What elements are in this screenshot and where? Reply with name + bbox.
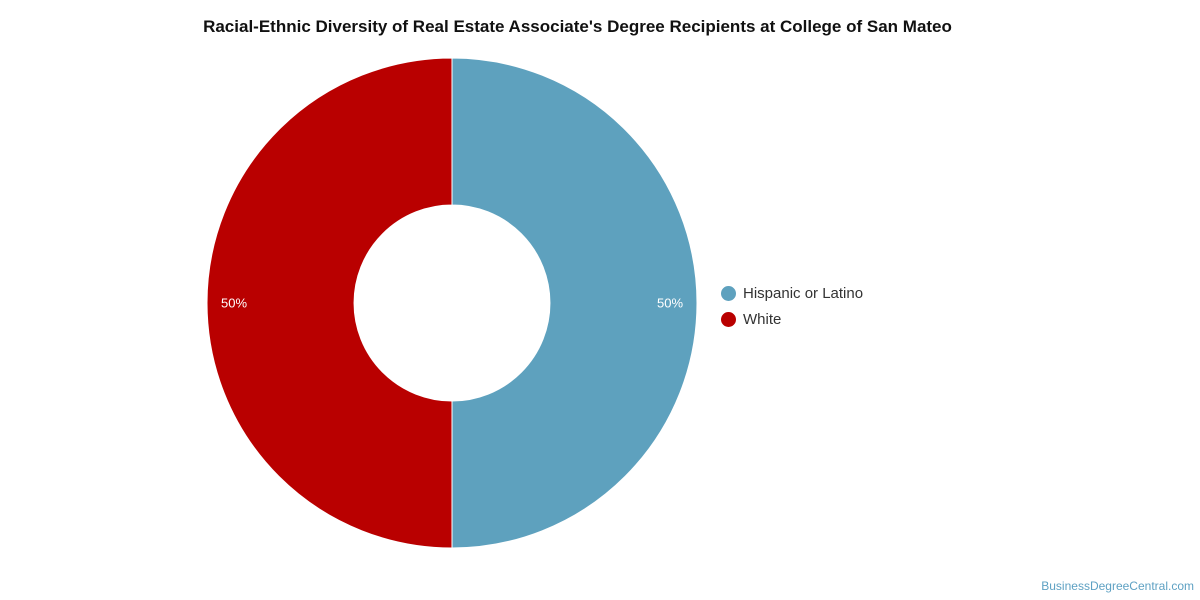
legend-item-hispanic-or-latino[interactable]: Hispanic or Latino: [721, 280, 863, 306]
legend-label: White: [743, 310, 782, 328]
legend-item-white[interactable]: White: [721, 306, 863, 332]
donut-slice-white[interactable]: [206, 57, 453, 549]
watermark[interactable]: BusinessDegreeCentral.com: [1041, 579, 1194, 593]
legend-swatch-white: [721, 311, 736, 327]
legend-label: Hispanic or Latino: [743, 284, 864, 302]
chart-title: Racial-Ethnic Diversity of Real Estate A…: [203, 17, 952, 36]
donut-slice-hispanic-or-latino[interactable]: [451, 57, 698, 549]
legend-swatch-hispanic-or-latino: [721, 285, 736, 301]
slice-value-label: 50%: [221, 296, 247, 311]
slice-value-label: 50%: [657, 296, 683, 311]
legend: Hispanic or Latino White: [721, 280, 863, 332]
